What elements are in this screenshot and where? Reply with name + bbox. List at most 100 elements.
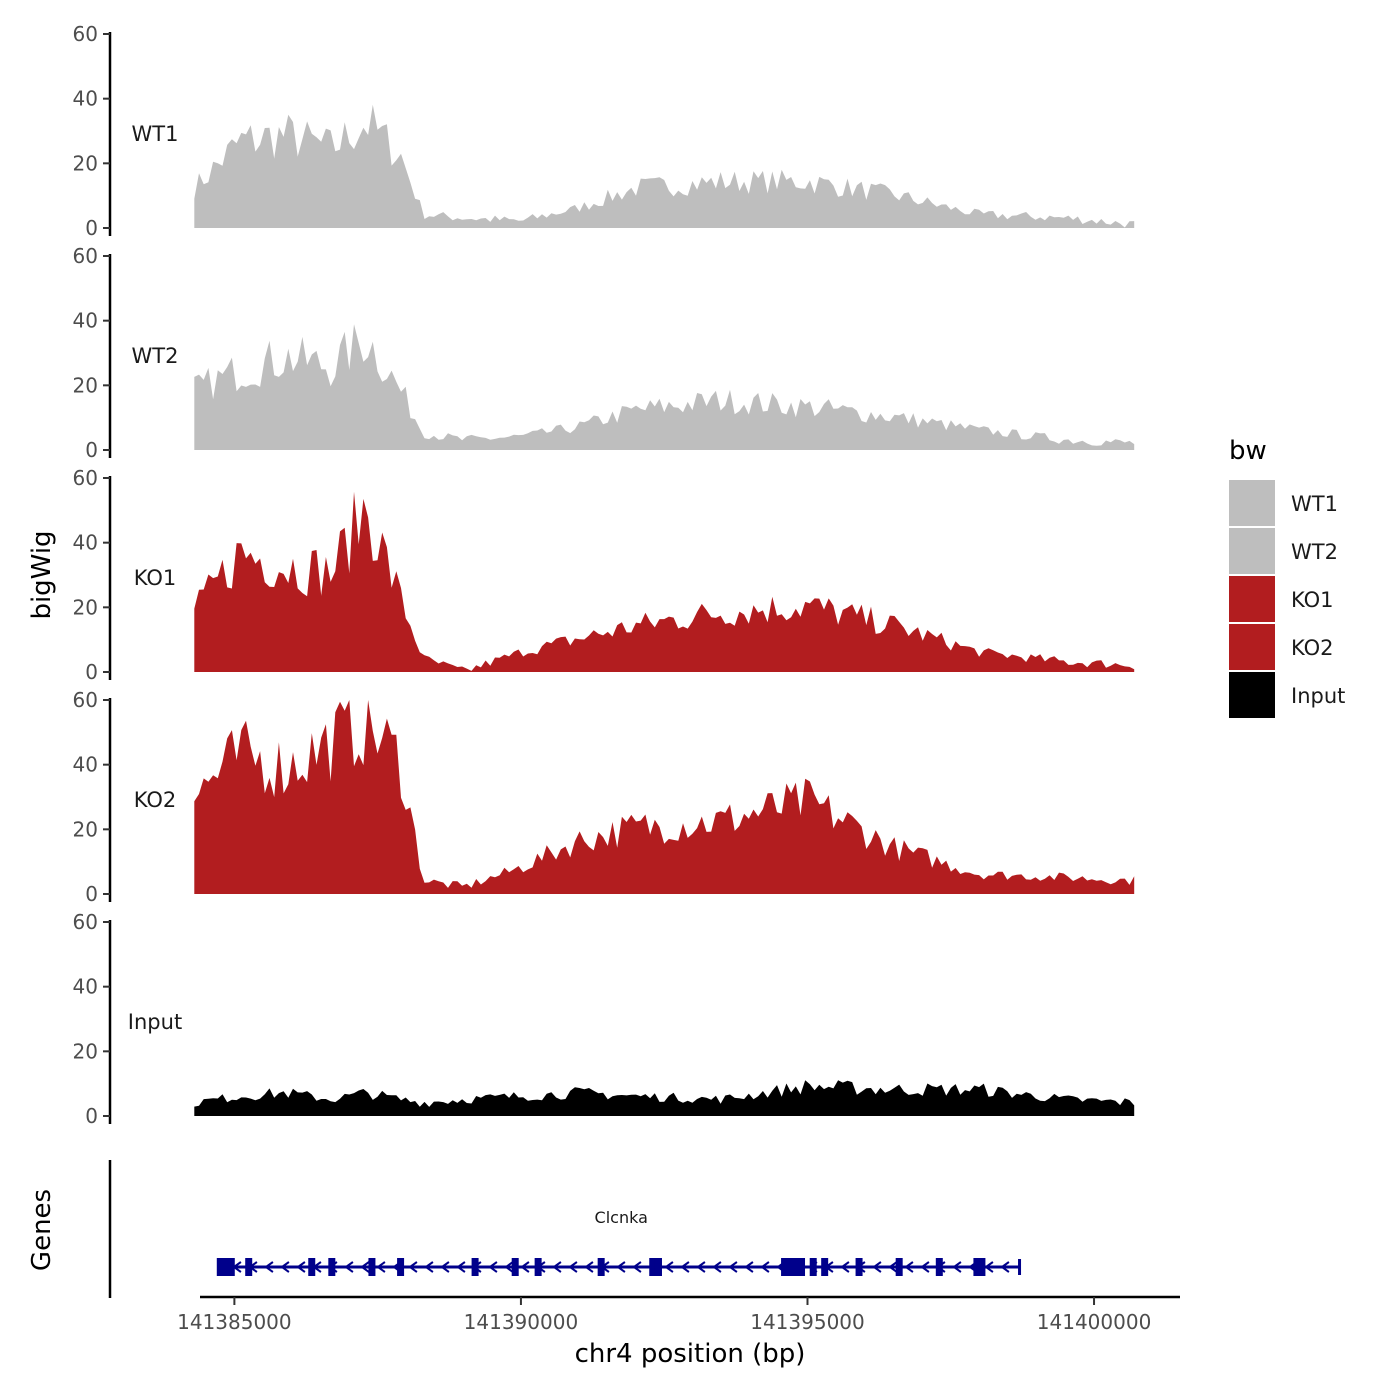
exon	[781, 1258, 789, 1276]
coverage-area-ko1	[194, 491, 1135, 672]
strand-arrow	[488, 1261, 498, 1273]
exon	[308, 1258, 316, 1276]
y-tick-label: 20	[73, 373, 98, 397]
track-label: KO1	[134, 566, 177, 590]
strand-arrow	[840, 1261, 850, 1273]
legend-item: KO2	[1229, 624, 1334, 670]
strand-arrow	[920, 1261, 930, 1273]
coverage-area-ko2	[194, 700, 1135, 894]
legend-item: KO1	[1229, 576, 1334, 622]
exon	[935, 1258, 943, 1276]
coverage-area-wt2	[194, 324, 1135, 450]
coverage-area-wt1	[194, 104, 1135, 228]
strand-arrow	[760, 1261, 770, 1273]
exon	[245, 1258, 253, 1276]
legend-label: Input	[1291, 684, 1345, 708]
y-tick-label: 40	[73, 531, 98, 555]
y-tick-label: 0	[85, 216, 98, 240]
strand-arrow	[872, 1261, 882, 1273]
y-tick-label: 40	[73, 87, 98, 111]
y-axis-title: bigWig	[27, 530, 57, 619]
exon	[534, 1258, 542, 1276]
coverage-area-input	[194, 1080, 1135, 1116]
track-label: WT1	[132, 122, 179, 146]
exon	[809, 1258, 817, 1276]
legend-swatch	[1229, 480, 1275, 526]
strand-arrow	[520, 1261, 530, 1273]
track-input: 0 20 40 60 Input	[73, 910, 1135, 1128]
legend-swatch	[1229, 528, 1275, 574]
y-tick-label: 60	[73, 244, 98, 268]
y-tick-label: 0	[85, 438, 98, 462]
exon	[654, 1258, 662, 1276]
y-tick-label: 40	[73, 309, 98, 333]
y-tick-label: 60	[73, 466, 98, 490]
strand-arrow	[264, 1261, 274, 1273]
strand-arrow	[664, 1261, 674, 1273]
y-tick-label: 40	[73, 753, 98, 777]
x-tick-label: 141385000	[177, 1310, 292, 1334]
gene-model: Clcnka	[216, 1208, 1022, 1276]
strand-arrow	[728, 1261, 738, 1273]
exon	[368, 1258, 376, 1276]
strand-arrow	[984, 1261, 994, 1273]
legend-label: WT2	[1291, 540, 1338, 564]
legend-item: WT2	[1229, 528, 1338, 574]
strand-arrow	[904, 1261, 914, 1273]
coverage-tracks: 0 20 40 60 WT1 0 20 40 60 WT2 0 20 40 60 KO1 0 20 40 60 KO2…	[73, 22, 1135, 1128]
y-tick-label: 0	[85, 1104, 98, 1128]
strand-arrow	[888, 1261, 898, 1273]
exon	[597, 1258, 605, 1276]
legend-label: WT1	[1291, 492, 1338, 516]
legend-label: KO2	[1291, 636, 1334, 660]
strand-arrow	[456, 1261, 466, 1273]
legend-swatch	[1229, 672, 1275, 718]
track-label: WT2	[132, 344, 179, 368]
strand-arrow	[584, 1261, 594, 1273]
genes-track: Clcnka	[108, 1160, 1022, 1298]
track-label: KO2	[134, 788, 177, 812]
legend-label: KO1	[1291, 588, 1334, 612]
y-tick-label: 0	[85, 660, 98, 684]
y-tick-label: 40	[73, 975, 98, 999]
strand-arrow	[952, 1261, 962, 1273]
y-tick-label: 20	[73, 1039, 98, 1063]
y-tick-label: 60	[73, 688, 98, 712]
exon	[511, 1258, 519, 1276]
gene-name-label: Clcnka	[595, 1208, 648, 1227]
y-tick-label: 20	[73, 151, 98, 175]
strand-arrow	[552, 1261, 562, 1273]
track-label: Input	[128, 1010, 182, 1034]
exon	[821, 1258, 829, 1276]
genes-track-title: Genes	[27, 1189, 57, 1271]
track-ko2: 0 20 40 60 KO2	[73, 688, 1135, 906]
exon	[855, 1258, 863, 1276]
x-tick-label: 141390000	[464, 1310, 579, 1334]
track-wt1: 0 20 40 60 WT1	[73, 22, 1135, 240]
exon	[471, 1258, 479, 1276]
exon	[895, 1258, 903, 1276]
strand-arrow	[744, 1261, 754, 1273]
strand-arrow	[568, 1261, 578, 1273]
legend-item: WT1	[1229, 480, 1338, 526]
strand-arrow	[440, 1261, 450, 1273]
strand-arrow	[616, 1261, 626, 1273]
y-tick-label: 60	[73, 910, 98, 934]
strand-arrow	[408, 1261, 418, 1273]
strand-arrow	[280, 1261, 290, 1273]
strand-arrow	[296, 1261, 306, 1273]
x-tick-label: 141395000	[750, 1310, 865, 1334]
strand-arrow	[680, 1261, 690, 1273]
exon	[397, 1258, 405, 1276]
track-ko1: 0 20 40 60 KO1	[73, 466, 1135, 684]
strand-arrow	[712, 1261, 722, 1273]
exon	[649, 1258, 657, 1276]
strand-arrow	[504, 1261, 514, 1273]
strand-arrow	[376, 1261, 386, 1273]
legend-item: Input	[1229, 672, 1345, 718]
strand-arrow	[1000, 1261, 1010, 1273]
y-tick-label: 0	[85, 882, 98, 906]
exon	[973, 1258, 986, 1276]
legend-title: bw	[1229, 436, 1267, 466]
